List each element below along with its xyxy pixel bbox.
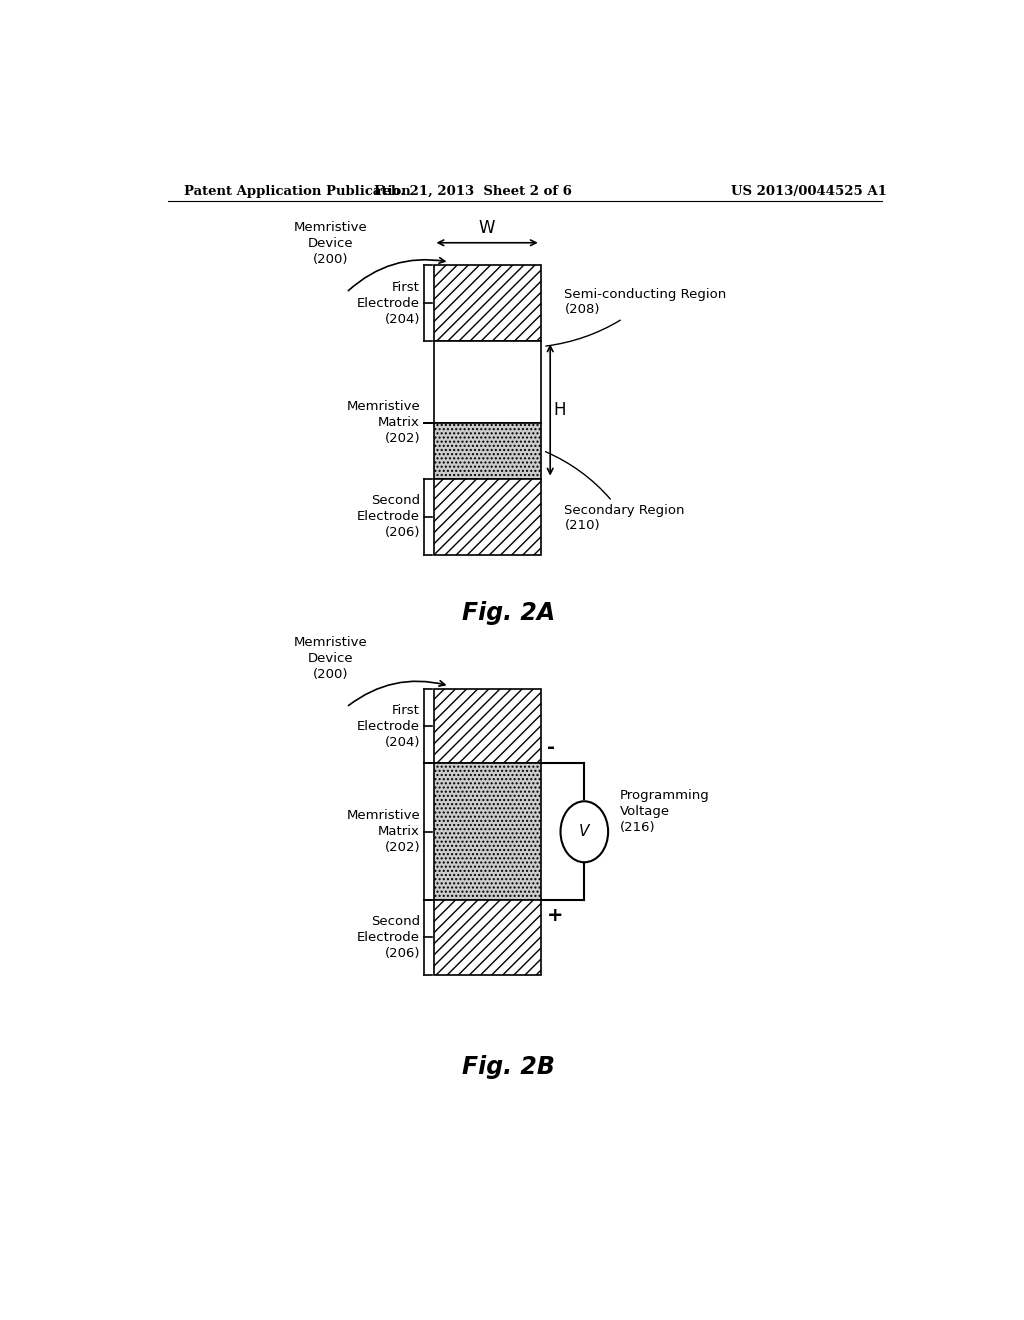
Text: Fig. 2B: Fig. 2B bbox=[463, 1055, 555, 1078]
Text: Memristive
Device
(200): Memristive Device (200) bbox=[294, 636, 368, 681]
Text: W: W bbox=[479, 219, 496, 236]
Text: Patent Application Publication: Patent Application Publication bbox=[183, 185, 411, 198]
Text: First
Electrode
(204): First Electrode (204) bbox=[357, 281, 420, 326]
Text: Second
Electrode
(206): Second Electrode (206) bbox=[357, 494, 420, 539]
Text: Secondary Region
(210): Secondary Region (210) bbox=[546, 451, 685, 532]
Text: Semi-conducting Region
(208): Semi-conducting Region (208) bbox=[546, 288, 727, 346]
Circle shape bbox=[560, 801, 608, 862]
Text: First
Electrode
(204): First Electrode (204) bbox=[357, 704, 420, 748]
Text: Feb. 21, 2013  Sheet 2 of 6: Feb. 21, 2013 Sheet 2 of 6 bbox=[375, 185, 572, 198]
Bar bbox=[433, 479, 541, 554]
Text: Programming
Voltage
(216): Programming Voltage (216) bbox=[621, 789, 710, 834]
Bar bbox=[433, 265, 541, 342]
Text: US 2013/0044525 A1: US 2013/0044525 A1 bbox=[731, 185, 887, 198]
Text: Second
Electrode
(206): Second Electrode (206) bbox=[357, 915, 420, 960]
Text: Memristive
Device
(200): Memristive Device (200) bbox=[294, 222, 368, 267]
Text: Memristive
Matrix
(202): Memristive Matrix (202) bbox=[346, 809, 420, 854]
Text: +: + bbox=[547, 907, 563, 925]
Text: Fig. 2A: Fig. 2A bbox=[463, 601, 555, 624]
Text: V: V bbox=[580, 824, 590, 840]
Text: Memristive
Matrix
(202): Memristive Matrix (202) bbox=[346, 400, 420, 445]
Bar bbox=[433, 689, 541, 763]
Bar bbox=[433, 422, 541, 479]
Bar bbox=[433, 763, 541, 900]
Text: H: H bbox=[553, 401, 566, 418]
Bar bbox=[433, 342, 541, 422]
Text: -: - bbox=[547, 738, 555, 758]
Bar bbox=[433, 900, 541, 974]
